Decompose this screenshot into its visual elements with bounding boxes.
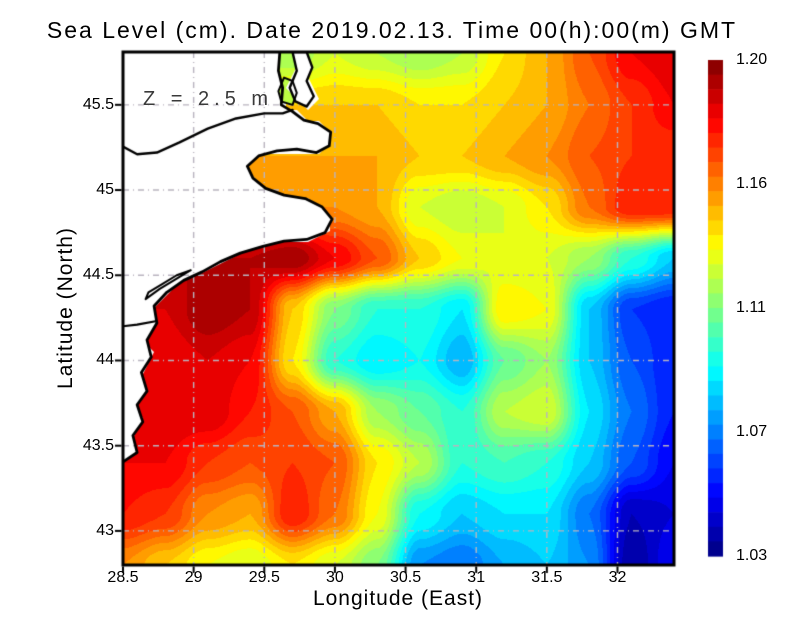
sea-level-map-canvas (0, 0, 800, 618)
figure: Sea Level (cm). Date 2019.02.13. Time 00… (0, 0, 800, 618)
